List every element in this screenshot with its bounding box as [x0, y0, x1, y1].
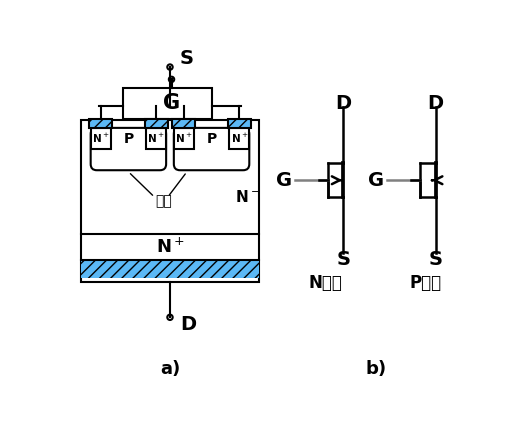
Text: N$^+$: N$^+$	[231, 132, 248, 145]
Bar	[89, 119, 112, 128]
Bar	[146, 128, 166, 149]
Bar	[145, 119, 167, 128]
Text: D: D	[180, 315, 196, 335]
Bar	[174, 128, 194, 149]
Text: N$^+$: N$^+$	[155, 237, 184, 257]
Text: N$^+$: N$^+$	[92, 132, 110, 145]
Text: G: G	[276, 171, 292, 190]
Text: P: P	[123, 132, 134, 146]
Bar	[82, 120, 259, 282]
Bar	[82, 260, 259, 278]
Text: D: D	[428, 94, 444, 113]
Text: S: S	[336, 250, 350, 269]
Text: N沟道: N沟道	[308, 274, 342, 293]
Text: P: P	[207, 132, 217, 146]
FancyBboxPatch shape	[91, 128, 166, 170]
Text: P沟道: P沟道	[410, 274, 441, 293]
Bar	[123, 88, 213, 119]
Bar	[91, 128, 111, 149]
Bar	[228, 119, 251, 128]
Text: N$^+$: N$^+$	[175, 132, 192, 145]
FancyBboxPatch shape	[174, 128, 249, 170]
Text: 沟道: 沟道	[155, 194, 172, 208]
Bar	[172, 119, 196, 128]
Text: G: G	[163, 93, 180, 113]
Text: N$^-$: N$^-$	[235, 189, 260, 205]
Bar	[229, 128, 249, 149]
Text: S: S	[180, 49, 194, 68]
Text: b): b)	[365, 360, 386, 378]
Text: a): a)	[160, 360, 180, 378]
Text: S: S	[429, 250, 443, 269]
Text: D: D	[335, 94, 351, 113]
Text: G: G	[368, 171, 384, 190]
Text: N$^+$: N$^+$	[147, 132, 165, 145]
